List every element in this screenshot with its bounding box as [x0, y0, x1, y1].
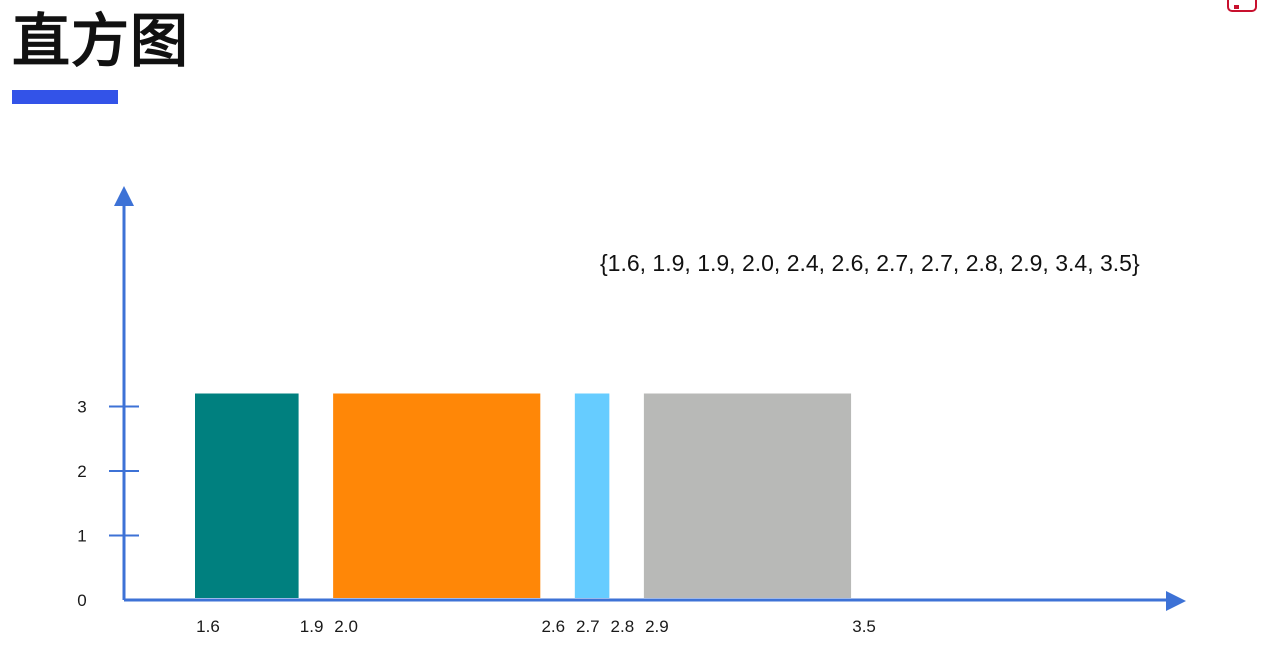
x-tick-label-2-0: 2.0: [334, 617, 358, 636]
x-tick-label-2-7: 2.7: [576, 617, 600, 636]
bookmark-icon: [1227, 0, 1257, 12]
axes-layer: [109, 186, 1186, 611]
x-tick-label-1-6: 1.6: [196, 617, 220, 636]
x-tick-label-2-6: 2.6: [541, 617, 565, 636]
x-tick-label-2-8: 2.8: [611, 617, 635, 636]
labels-layer: 0 1 2 3 1.6 1.9 2.0 2.6 2.7 2.8 2.9 3.5: [77, 398, 876, 637]
bars-layer: [195, 393, 852, 598]
x-tick-label-3-5: 3.5: [852, 617, 876, 636]
y-axis-arrow: [114, 186, 134, 206]
y-tick-label-3: 3: [77, 398, 86, 417]
page-title: 直方图: [12, 7, 190, 75]
y-tick-label-2: 2: [77, 462, 86, 481]
y-tick-label-1: 1: [77, 527, 86, 546]
histogram-bar-3: [574, 393, 610, 598]
x-tick-label-1-9: 1.9: [300, 617, 324, 636]
title-underline: [12, 90, 118, 104]
histogram-bar-1: [195, 393, 299, 598]
histogram-bar-4: [643, 393, 852, 598]
y-tick-label-0: 0: [77, 591, 86, 610]
x-tick-label-2-9: 2.9: [645, 617, 669, 636]
x-axis-arrow: [1166, 591, 1186, 611]
dataset-text: {1.6, 1.9, 1.9, 2.0, 2.4, 2.6, 2.7, 2.7,…: [600, 250, 1140, 276]
histogram-bar-2: [333, 393, 541, 598]
